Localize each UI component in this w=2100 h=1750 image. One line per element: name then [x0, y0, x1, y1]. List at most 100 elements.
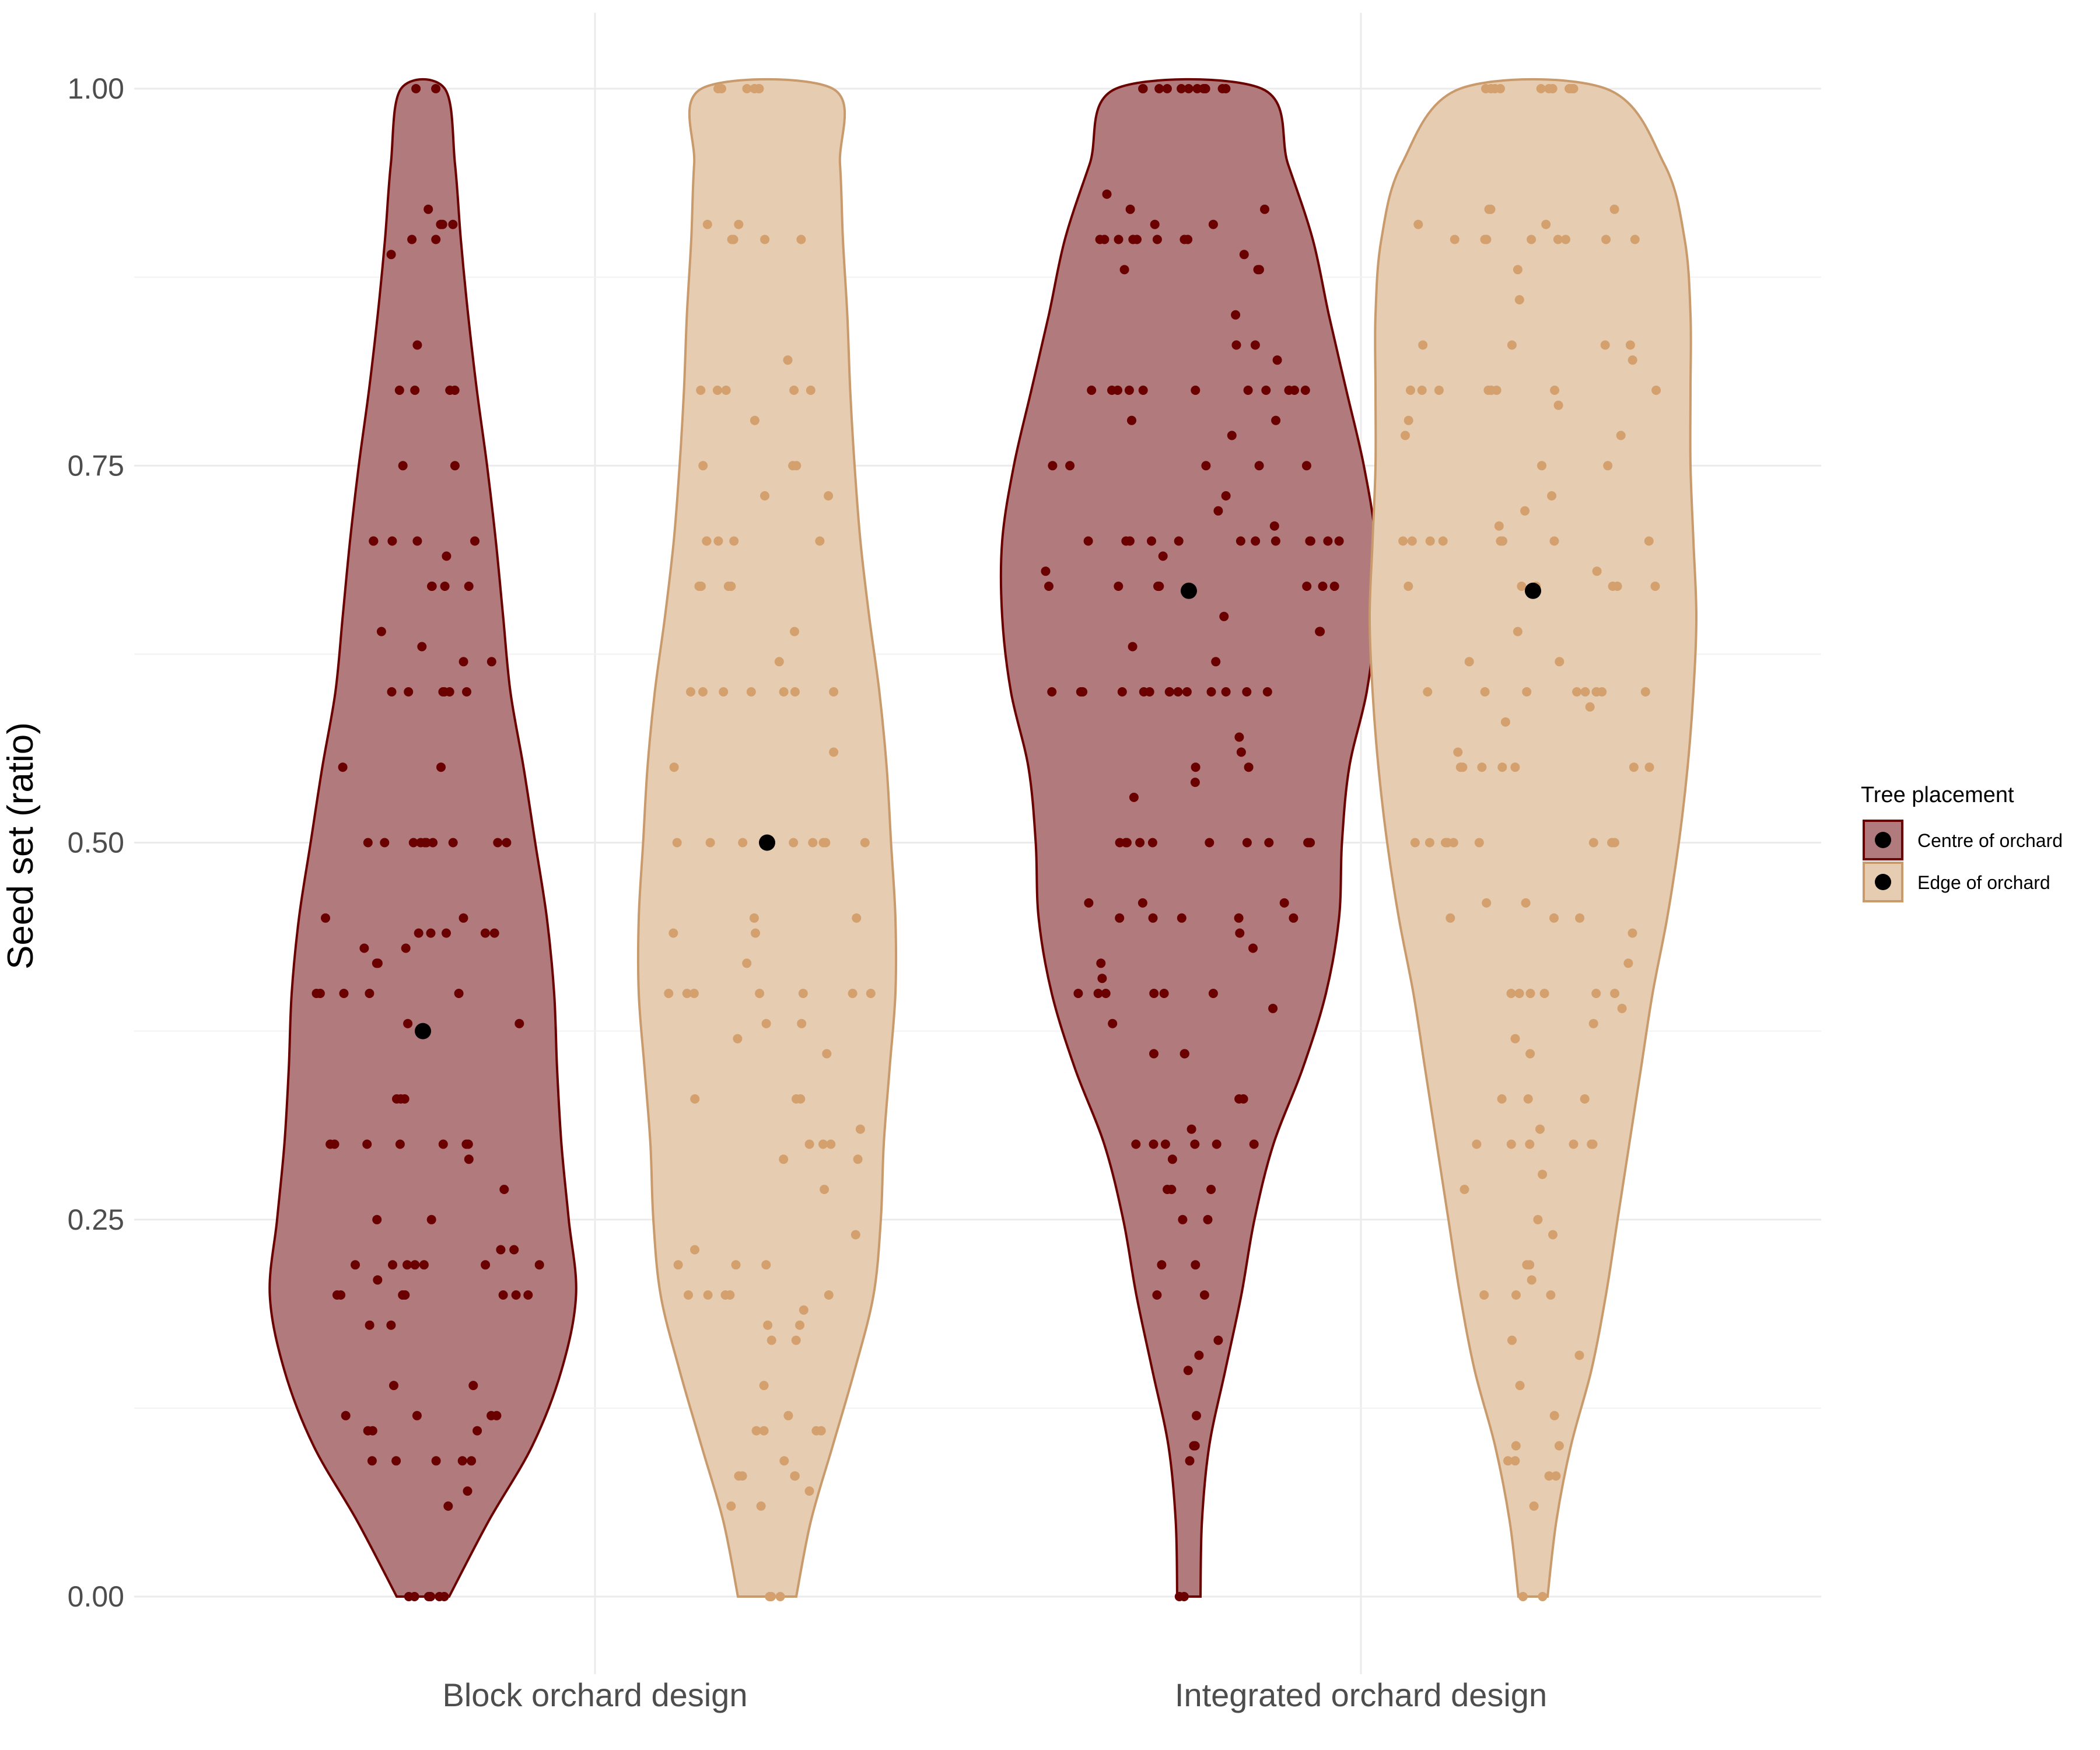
- data-point: [1290, 386, 1299, 395]
- data-point: [1205, 838, 1214, 848]
- data-point: [339, 989, 349, 998]
- data-point: [806, 386, 816, 395]
- data-point: [1510, 1034, 1520, 1044]
- data-point: [673, 1260, 683, 1270]
- data-point: [511, 1290, 521, 1300]
- data-point: [1406, 386, 1415, 395]
- data-point: [1554, 1441, 1564, 1451]
- data-point: [1424, 838, 1434, 848]
- data-point: [1617, 1003, 1627, 1013]
- data-point: [1561, 235, 1570, 244]
- data-point: [1612, 582, 1622, 591]
- data-point: [1152, 235, 1162, 244]
- data-point: [365, 1320, 374, 1330]
- data-point: [365, 989, 374, 998]
- data-point: [398, 461, 408, 471]
- data-point: [1300, 386, 1310, 395]
- data-point: [1651, 386, 1661, 395]
- data-point: [1138, 386, 1148, 395]
- data-point: [514, 1019, 524, 1028]
- data-point: [1498, 536, 1507, 546]
- data-point: [824, 1290, 834, 1300]
- data-point: [1527, 235, 1536, 244]
- data-point: [400, 1290, 410, 1300]
- data-point: [493, 838, 503, 848]
- violin-shape: [268, 78, 578, 1598]
- data-point: [1113, 386, 1122, 395]
- data-point: [1114, 235, 1124, 244]
- data-point: [799, 1305, 808, 1315]
- data-point: [412, 536, 422, 546]
- data-point: [1529, 1501, 1539, 1511]
- data-point: [457, 1456, 467, 1466]
- data-point: [1115, 913, 1125, 923]
- data-point: [684, 1290, 693, 1300]
- data-point: [1114, 582, 1124, 591]
- data-point: [424, 204, 433, 214]
- data-point: [1047, 687, 1057, 696]
- median-point: [759, 834, 775, 851]
- data-point: [850, 1230, 860, 1240]
- data-point: [422, 838, 432, 848]
- data-point: [1600, 340, 1610, 350]
- data-point: [1289, 913, 1298, 923]
- data-point: [866, 989, 876, 998]
- data-point: [1101, 989, 1111, 998]
- data-point: [733, 1034, 743, 1044]
- violin-shape: [1368, 78, 1698, 1598]
- data-point: [1511, 1441, 1521, 1451]
- data-point: [1269, 521, 1279, 531]
- data-point: [1438, 536, 1448, 546]
- data-point: [338, 762, 348, 772]
- data-point: [1434, 386, 1444, 395]
- data-point: [1149, 1049, 1158, 1059]
- data-point: [1603, 461, 1613, 471]
- data-point: [779, 1456, 789, 1466]
- data-point: [1117, 687, 1127, 696]
- data-point: [454, 989, 464, 998]
- data-point: [410, 386, 420, 395]
- data-point: [731, 1260, 741, 1270]
- data-point: [326, 1139, 335, 1149]
- data-point: [720, 1290, 730, 1300]
- data-point: [1048, 461, 1058, 471]
- data-point: [1083, 536, 1093, 546]
- data-point: [1517, 582, 1527, 591]
- data-point: [1644, 762, 1654, 772]
- data-point: [1450, 235, 1460, 244]
- data-point: [746, 687, 756, 696]
- data-point: [412, 340, 422, 350]
- data-point: [721, 386, 731, 395]
- data-point: [1235, 928, 1245, 938]
- data-point: [427, 582, 437, 591]
- data-point: [1087, 386, 1097, 395]
- data-point: [1242, 687, 1252, 696]
- data-point: [341, 1410, 351, 1420]
- data-point: [1547, 491, 1557, 501]
- data-point: [1480, 687, 1490, 696]
- data-point: [1211, 657, 1221, 667]
- data-point: [1535, 1124, 1545, 1134]
- data-point: [1323, 536, 1333, 546]
- data-point: [760, 235, 770, 244]
- data-point: [1506, 1139, 1516, 1149]
- data-point: [726, 1501, 736, 1511]
- data-point: [686, 687, 695, 696]
- data-point: [1221, 687, 1231, 696]
- data-point: [1479, 1290, 1489, 1300]
- data-point: [761, 1260, 771, 1270]
- data-point: [412, 1410, 422, 1420]
- data-point: [756, 1501, 766, 1511]
- data-point: [1254, 461, 1264, 471]
- data-point: [1167, 1185, 1177, 1194]
- data-point: [1549, 536, 1559, 546]
- data-point: [702, 536, 712, 546]
- data-point: [1250, 340, 1260, 350]
- data-point: [723, 582, 733, 591]
- data-point: [468, 1381, 478, 1391]
- data-point: [729, 536, 739, 546]
- data-point: [1127, 415, 1136, 425]
- data-point: [1538, 1592, 1548, 1601]
- data-point: [459, 913, 468, 923]
- data-point: [1536, 84, 1546, 93]
